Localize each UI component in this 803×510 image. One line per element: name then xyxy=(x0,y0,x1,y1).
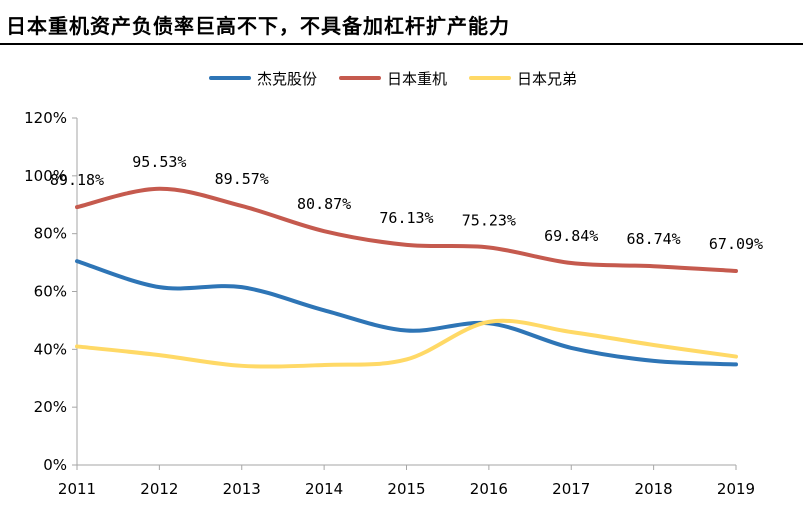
data-label: 89.18% xyxy=(50,171,104,189)
x-tick-label: 2014 xyxy=(305,480,343,498)
legend: 杰克股份 日本重机 日本兄弟 xyxy=(209,70,577,88)
series-line-1 xyxy=(75,259,738,367)
y-tick-label: 80% xyxy=(34,225,67,243)
y-tick-label: 100% xyxy=(24,167,67,185)
data-labels: 89.18% 95.53% 89.57% 80.87% 76.13% 75.23% 69.8… xyxy=(50,153,763,253)
x-tick-label: 2015 xyxy=(387,480,425,498)
y-tick-label: 120% xyxy=(24,109,67,127)
chart-title: 日本重机资产负债率巨高不下，不具备加杠杆扩产能力 xyxy=(6,14,510,38)
y-tick-label: 0% xyxy=(43,456,67,474)
y-tick-label: 60% xyxy=(34,283,67,301)
x-tick-label: 2013 xyxy=(223,480,261,498)
x-tick-label: 2017 xyxy=(552,480,590,498)
x-tick-label: 2016 xyxy=(470,480,508,498)
series-lines xyxy=(75,186,738,369)
legend-label: 日本兄弟 xyxy=(517,70,577,88)
series-line-2 xyxy=(75,186,738,273)
data-label: 68.74% xyxy=(627,230,681,248)
data-label: 69.84% xyxy=(544,227,598,245)
x-tick-label: 2012 xyxy=(140,480,178,498)
data-label: 67.09% xyxy=(709,235,763,253)
x-tick-label: 2011 xyxy=(58,480,96,498)
data-label: 89.57% xyxy=(215,170,269,188)
axes: 0% 20% 40% 60% 80% 100% 120% 2011 2012 2013 2014 20… xyxy=(24,109,755,498)
y-tick-label: 20% xyxy=(34,398,67,416)
data-label: 80.87% xyxy=(297,195,351,213)
data-label: 76.13% xyxy=(379,209,433,227)
series-line-3 xyxy=(75,318,738,369)
data-label: 75.23% xyxy=(462,211,516,229)
x-tick-label: 2018 xyxy=(635,480,673,498)
data-label: 95.53% xyxy=(132,153,186,171)
title-underline xyxy=(0,43,803,45)
legend-label: 日本重机 xyxy=(387,70,447,88)
x-tick-label: 2019 xyxy=(717,480,755,498)
legend-label: 杰克股份 xyxy=(257,70,317,88)
y-tick-label: 40% xyxy=(34,340,67,358)
